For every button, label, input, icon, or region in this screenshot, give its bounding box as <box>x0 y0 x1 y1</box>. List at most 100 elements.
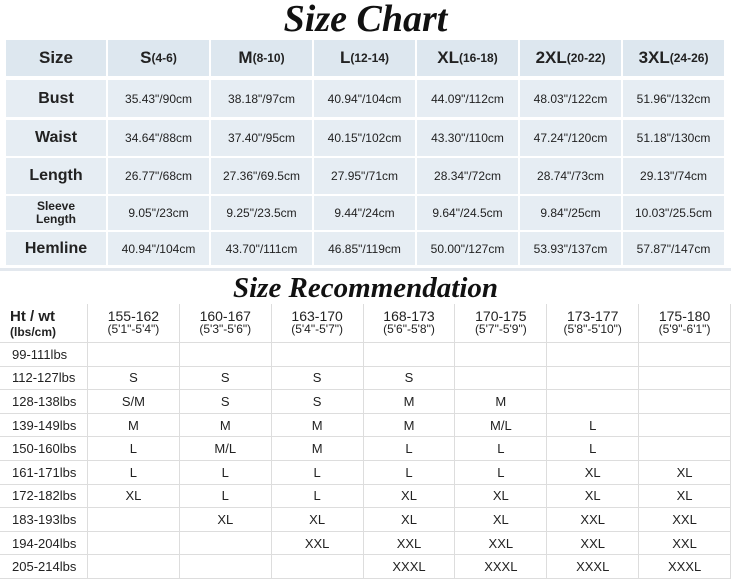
size-cell: L <box>88 461 180 485</box>
row-label: Length <box>6 158 106 194</box>
size-cell: M <box>271 413 364 438</box>
weight-label: 112-127lbs <box>0 366 88 391</box>
size-cell: S <box>271 366 364 391</box>
weight-label: 150-160lbs <box>0 437 88 461</box>
measurement: 35.43"/90cm <box>108 80 209 117</box>
measurement: 26.77"/68cm <box>108 158 209 194</box>
size-header: M (8-10) <box>211 40 312 76</box>
size-cell: XXL <box>271 531 364 556</box>
height-cm: 173-177 <box>567 308 619 324</box>
size: 2XL <box>535 48 567 67</box>
title: Size Recommendation <box>232 271 499 304</box>
size-cell <box>363 343 456 367</box>
range: (8-10) <box>252 51 285 65</box>
height-ft: (5'7"-5'9") <box>474 322 527 336</box>
height-cm: 160-167 <box>199 308 251 324</box>
size-cell: M <box>455 390 548 414</box>
measurement: 9.64"/24.5cm <box>417 196 518 230</box>
measurement: 38.18"/97cm <box>211 80 312 117</box>
range: (20-22) <box>566 51 606 65</box>
height-header: 160-167 (5'3"-5'6") <box>179 304 272 343</box>
height-ft: (5'8"-5'10") <box>563 322 622 336</box>
size-cell <box>547 366 640 391</box>
weight-label: 205-214lbs <box>0 555 88 579</box>
size-cell: XL <box>363 484 456 509</box>
measurement: 50.00"/127cm <box>417 232 518 265</box>
size-cell: XL <box>547 461 640 485</box>
measurement: 28.34"/72cm <box>417 158 518 194</box>
height-header: 170-175 (5'7"-5'9") <box>455 304 548 343</box>
size-cell <box>179 343 272 367</box>
size-cell: XXL <box>639 531 731 556</box>
title: Size Chart <box>283 0 448 40</box>
size-header: S (4-6) <box>108 40 209 76</box>
size-cell: XL <box>455 484 548 509</box>
size-cell <box>179 555 272 579</box>
size-cell <box>455 343 548 367</box>
size-cell <box>88 531 180 556</box>
size-cell <box>547 343 640 367</box>
size-cell: XL <box>639 461 731 485</box>
size-cell: M <box>363 390 456 414</box>
measurement: 51.18"/130cm <box>623 120 724 156</box>
weight-label: 172-182lbs <box>0 484 88 509</box>
size: 3XL <box>638 48 670 67</box>
measurement: 9.05"/23cm <box>108 196 209 230</box>
height-ft: (5'1"-5'4") <box>107 322 160 336</box>
row-label: Bust <box>6 80 106 117</box>
size-cell <box>271 343 364 367</box>
size: L <box>339 48 351 67</box>
measurement: 48.03"/122cm <box>520 80 621 117</box>
measurement: 9.44"/24cm <box>314 196 415 230</box>
size-cell: L <box>547 413 640 438</box>
measurement: 27.95"/71cm <box>314 158 415 194</box>
divider <box>0 268 731 271</box>
corner: Ht / wt (lbs/cm) <box>0 304 88 343</box>
size-cell: XXL <box>363 531 456 556</box>
measurement: 29.13"/74cm <box>623 158 724 194</box>
size-cell: XXL <box>547 531 640 556</box>
corner-line: (lbs/cm) <box>10 324 57 339</box>
size-cell <box>639 366 731 391</box>
size-cell: M <box>271 437 364 461</box>
size-cell: XXXL <box>363 555 456 579</box>
size-cell: M/L <box>179 437 272 461</box>
measurement: 9.25"/23.5cm <box>211 196 312 230</box>
size-cell: L <box>271 484 364 509</box>
range: (24-26) <box>669 51 709 65</box>
measurement: 10.03"/25.5cm <box>623 196 724 230</box>
size-cell: L <box>547 437 640 461</box>
size-cell: M <box>179 413 272 438</box>
size-cell <box>639 390 731 414</box>
size-header: 3XL (24-26) <box>623 40 724 76</box>
size-cell: XL <box>88 484 180 509</box>
size-cell: L <box>88 437 180 461</box>
size-cell: XXXL <box>547 555 640 579</box>
weight-label: 183-193lbs <box>0 508 88 532</box>
size-cell <box>88 343 180 367</box>
size-cell: XXL <box>547 508 640 532</box>
measurement: 40.94"/104cm <box>108 232 209 265</box>
size-cell: S <box>179 390 272 414</box>
range: (12-14) <box>350 51 390 65</box>
height-ft: (5'6"-5'8") <box>383 322 435 336</box>
row-label: Sleeve Length <box>6 196 106 230</box>
height-cm: 170-175 <box>475 308 527 324</box>
size-cell: XXL <box>455 531 548 556</box>
size-cell: L <box>455 437 548 461</box>
size-cell: M <box>363 413 456 438</box>
size-cell: XXL <box>639 508 731 532</box>
measurement: 40.94"/104cm <box>314 80 415 117</box>
measurement: 34.64"/88cm <box>108 120 209 156</box>
measurement: 51.96"/132cm <box>623 80 724 117</box>
size-cell <box>455 366 548 391</box>
size-cell <box>639 343 731 367</box>
height-ft: (5'3"-5'6") <box>199 322 252 336</box>
size-cell: XL <box>363 508 456 532</box>
measurement: 57.87"/147cm <box>623 232 724 265</box>
height-header: 175-180 (5'9"-6'1") <box>639 304 731 343</box>
size-cell: L <box>179 461 272 485</box>
corner: Size <box>6 40 106 76</box>
size-cell: S <box>179 366 272 391</box>
